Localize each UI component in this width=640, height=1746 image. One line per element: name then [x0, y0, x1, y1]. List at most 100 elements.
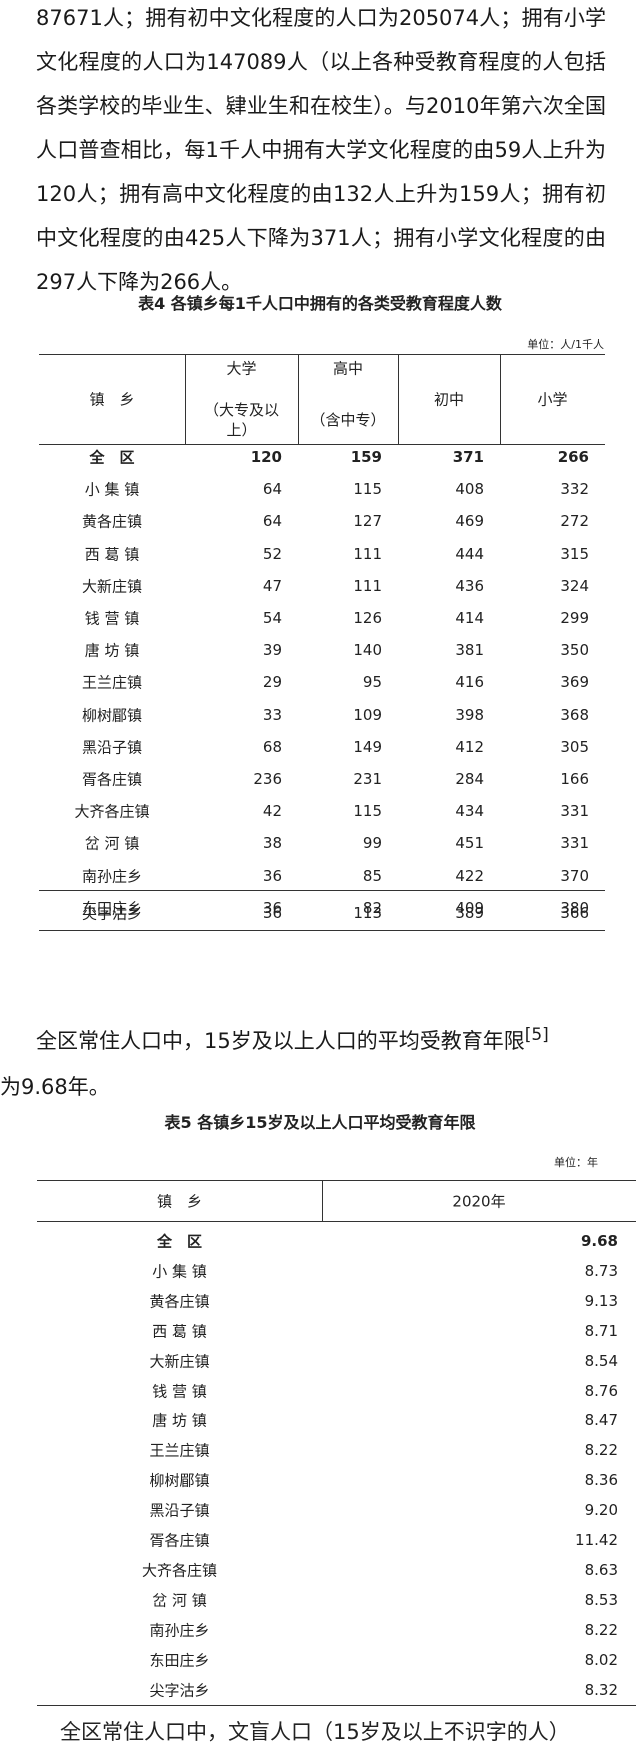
row-label: 大新庄镇 [149, 1352, 210, 1371]
row-label: 小 集 镇 [84, 480, 140, 499]
table-value: 38 [262, 834, 282, 853]
table-value: 284 [455, 770, 484, 788]
column-rule [398, 354, 399, 444]
table-value: 111 [353, 544, 382, 563]
table-value: 36 [262, 904, 282, 922]
table-title: 表4 各镇乡每1千人口中拥有的各类受教育程度人数 [138, 294, 502, 313]
table-value: 42 [262, 802, 282, 821]
table-value: 54 [262, 609, 282, 627]
table-unit: 单位：人/1千人 [527, 338, 604, 351]
table-value: 8.32 [584, 1680, 618, 1699]
table-value: 366 [560, 904, 589, 922]
row-label: 钱 营 镇 [84, 609, 140, 628]
table-value: 469 [455, 512, 484, 531]
row-label: 黄各庄镇 [149, 1292, 210, 1311]
row-label: 胥各庄镇 [149, 1531, 210, 1550]
row-label: 黑沿子镇 [81, 738, 142, 757]
intro-paragraph: 87671人；拥有初中文化程度的人口为205074人；拥有小学文化程度的人口为1… [36, 6, 606, 294]
table-value: 408 [455, 480, 484, 499]
table-value: 266 [557, 448, 589, 466]
table-value: 8.22 [584, 1620, 618, 1639]
table-value: 324 [560, 576, 589, 595]
table-value: 389 [455, 904, 484, 922]
table-unit: 单位：年 [554, 1156, 598, 1169]
table-value: 8.22 [584, 1441, 618, 1460]
table-value: 82 [362, 898, 382, 917]
table-rule [39, 354, 605, 355]
table-value: 8.47 [584, 1411, 618, 1430]
row-label: 岔 河 镇 [152, 1591, 207, 1610]
table-value: 109 [353, 705, 382, 724]
closing-text: 全区常住人口中，文盲人口（15岁及以上不识字的人） [60, 1720, 570, 1744]
table-value: 8.76 [584, 1381, 618, 1400]
row-label: 岔 河 镇 [84, 834, 140, 853]
row-label: 全 区 [156, 1232, 202, 1251]
table-rule [37, 1180, 636, 1181]
table-value: 11.42 [575, 1531, 618, 1549]
table-rule [37, 1705, 636, 1706]
table-value: 159 [350, 448, 382, 466]
row-label: 柳树郿镇 [149, 1471, 210, 1490]
table-value: 272 [560, 512, 589, 531]
table-value: 350 [560, 641, 589, 660]
table-value: 315 [560, 544, 589, 563]
paragraph-tail: 为9.68年。 [0, 1075, 110, 1099]
table-value: 236 [253, 770, 282, 788]
row-label: 尖字沽乡 [81, 904, 142, 923]
table-value: 422 [455, 866, 484, 885]
table-value: 444 [455, 544, 484, 563]
header-note: （大专及以上） [203, 401, 279, 439]
table-value: 120 [250, 448, 282, 466]
table-value: 140 [353, 641, 382, 660]
column-rule [185, 354, 186, 444]
row-label: 西 葛 镇 [84, 545, 140, 564]
table-value: 414 [455, 609, 484, 627]
table-value: 9.13 [584, 1291, 618, 1310]
row-label: 南孙庄乡 [149, 1621, 210, 1640]
paragraph: 全区常住人口中，15岁及以上人口的平均受教育年限[5] 为9.68年。 [0, 1012, 606, 1110]
table-rule [39, 890, 605, 891]
table-value: 331 [560, 834, 589, 853]
header-cell: 高中 [332, 359, 363, 378]
table-title: 表5 各镇乡15岁及以上人口平均受教育年限 [164, 1113, 476, 1132]
table-value: 9.68 [580, 1232, 618, 1250]
row-label: 王兰庄镇 [149, 1441, 210, 1460]
table-value: 409 [455, 898, 484, 917]
table-value: 231 [353, 770, 382, 788]
table-value: 8.71 [584, 1321, 618, 1340]
table-value: 8.73 [584, 1261, 618, 1280]
header-cell: 小学 [537, 390, 568, 409]
table-value: 29 [262, 673, 282, 692]
table-value: 47 [262, 576, 282, 595]
row-label: 王兰庄镇 [81, 673, 142, 692]
row-label: 黑沿子镇 [149, 1501, 210, 1520]
column-rule [298, 354, 299, 444]
table-value: 95 [362, 673, 382, 692]
table-value: 113 [353, 904, 382, 922]
table-value: 416 [455, 673, 484, 692]
table-value: 412 [455, 737, 484, 756]
row-label: 唐 坊 镇 [84, 641, 140, 660]
table-value: 381 [455, 641, 484, 660]
header-cell: 初中 [433, 390, 464, 409]
column-rule [500, 354, 501, 444]
table-value: 332 [560, 480, 589, 499]
table-value: 8.63 [584, 1560, 618, 1579]
table-rule [37, 1221, 636, 1222]
row-label: 全 区 [89, 448, 135, 467]
table-value: 305 [560, 737, 589, 756]
table-value: 64 [262, 512, 282, 531]
row-label: 大齐各庄镇 [141, 1561, 217, 1580]
table-value: 369 [560, 673, 589, 692]
row-label: 西 葛 镇 [152, 1322, 207, 1341]
table-value: 8.54 [584, 1351, 618, 1370]
header-cell: 镇 乡 [156, 1192, 202, 1211]
table-value: 368 [560, 705, 589, 724]
table-value: 331 [560, 802, 589, 821]
table-value: 68 [262, 737, 282, 756]
table-value: 8.53 [584, 1590, 618, 1609]
table-value: 127 [353, 512, 382, 531]
table-value: 371 [452, 448, 484, 466]
row-label: 东田庄乡 [81, 899, 142, 918]
table-value: 434 [455, 802, 484, 821]
